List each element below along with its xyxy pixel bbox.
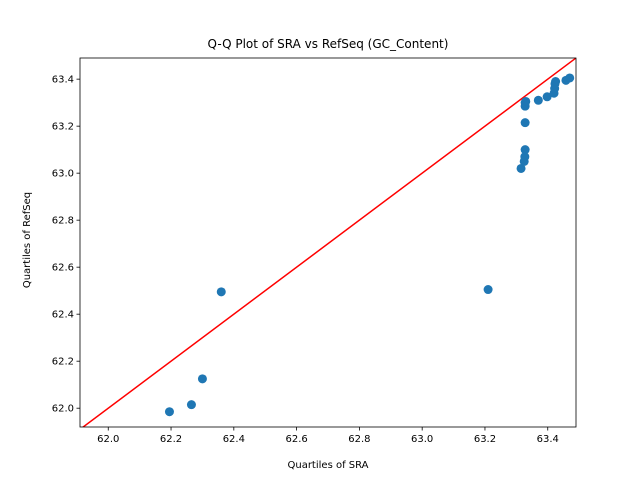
y-axis-ticks: 62.0 62.2 62.4 62.6 62.8 63.0 63.2 63.4 bbox=[52, 75, 80, 415]
x-tick-label: 63.2 bbox=[474, 434, 496, 445]
x-tick-label: 62.4 bbox=[223, 434, 245, 445]
data-point bbox=[520, 145, 530, 155]
y-tick-label: 62.0 bbox=[52, 404, 74, 415]
data-point bbox=[164, 407, 174, 417]
x-tick-label: 63.4 bbox=[537, 434, 559, 445]
x-tick-label: 62.8 bbox=[348, 434, 370, 445]
y-tick-label: 62.8 bbox=[52, 216, 74, 227]
y-tick-label: 62.6 bbox=[52, 263, 74, 274]
data-point bbox=[565, 73, 575, 83]
y-tick-label: 62.4 bbox=[52, 310, 74, 321]
y-axis-label: Quartiles of RefSeq bbox=[22, 192, 33, 288]
y-tick-label: 63.4 bbox=[52, 75, 74, 86]
data-point bbox=[197, 374, 207, 384]
data-point bbox=[516, 163, 526, 173]
data-point bbox=[533, 95, 543, 105]
x-axis-label: Quartiles of SRA bbox=[287, 460, 368, 471]
plot-area bbox=[79, 57, 577, 428]
data-point bbox=[542, 92, 552, 102]
y-tick-label: 63.2 bbox=[52, 122, 74, 133]
data-point bbox=[520, 118, 530, 128]
x-tick-label: 62.6 bbox=[285, 434, 307, 445]
data-point bbox=[216, 287, 226, 297]
y-tick-label: 63.0 bbox=[52, 169, 74, 180]
x-axis-ticks: 62.0 62.2 62.4 62.6 62.8 63.0 63.2 63.4 bbox=[97, 427, 559, 445]
chart-title: Q-Q Plot of SRA vs RefSeq (GC_Content) bbox=[208, 37, 449, 51]
x-tick-label: 63.0 bbox=[411, 434, 433, 445]
data-point bbox=[551, 77, 561, 87]
x-tick-label: 62.0 bbox=[97, 434, 119, 445]
reference-line bbox=[81, 58, 576, 427]
data-points bbox=[164, 73, 575, 417]
data-point bbox=[483, 285, 493, 295]
data-point bbox=[186, 400, 196, 410]
y-tick-label: 62.2 bbox=[52, 357, 74, 368]
axes-frame bbox=[79, 57, 577, 428]
x-tick-label: 62.2 bbox=[160, 434, 182, 445]
data-point bbox=[521, 96, 531, 106]
data-point bbox=[520, 152, 530, 162]
